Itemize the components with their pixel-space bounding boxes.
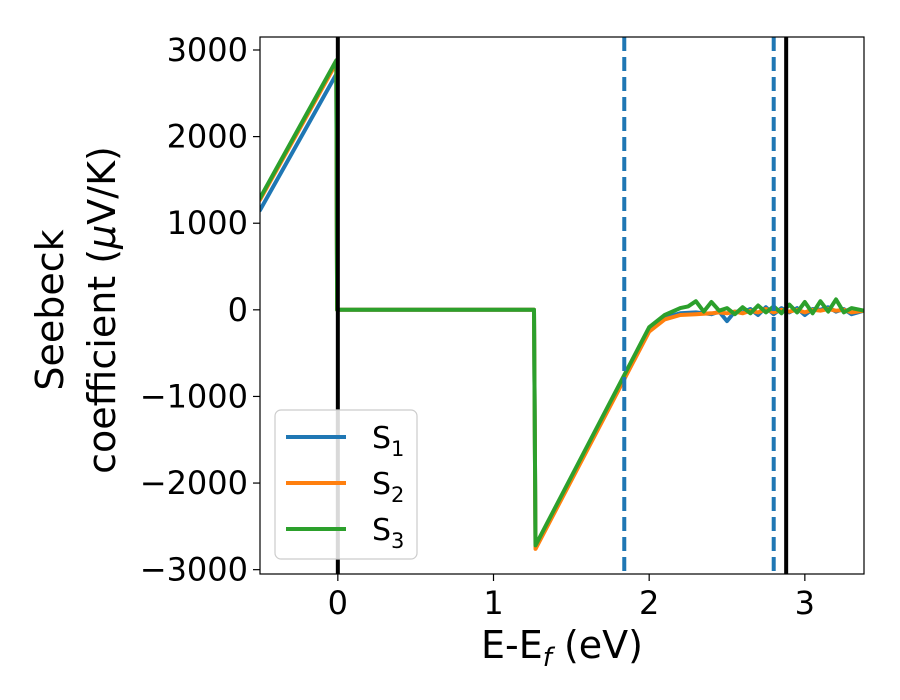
x-axis-label: E-Ef (eV) bbox=[481, 623, 643, 673]
legend-label-s2: S2 bbox=[372, 467, 404, 507]
x-tick-label: 1 bbox=[483, 584, 503, 622]
y-axis-label: Seebeck coefficient (μV/K) bbox=[28, 146, 124, 474]
x-tick-label: 3 bbox=[795, 584, 815, 622]
y-tick-label: 3000 bbox=[167, 31, 248, 69]
x-tick-label: 0 bbox=[328, 584, 348, 622]
y-axis-label-line1: Seebeck bbox=[28, 229, 72, 390]
legend: S1 S2 S3 bbox=[274, 409, 418, 560]
y-axis-label-line2: coefficient (μV/K) bbox=[80, 146, 124, 474]
y-tick-label: −2000 bbox=[140, 464, 248, 502]
x-axis-ticks: 0 1 2 3 bbox=[328, 574, 815, 622]
axes-frame bbox=[259, 36, 865, 575]
y-tick-label: 1000 bbox=[167, 204, 248, 242]
y-tick-label: 0 bbox=[228, 291, 248, 329]
y-axis-ticks: −3000 −2000 −1000 0 1000 2000 3000 bbox=[140, 31, 260, 589]
plot-area bbox=[260, 58, 864, 551]
y-tick-label: −1000 bbox=[140, 377, 248, 415]
legend-label-s1: S1 bbox=[372, 421, 404, 461]
y-tick-label: −3000 bbox=[140, 551, 248, 589]
legend-label-s3: S3 bbox=[372, 513, 404, 553]
y-tick-label: 2000 bbox=[167, 118, 248, 156]
x-tick-label: 2 bbox=[639, 584, 659, 622]
series-line-s3 bbox=[260, 58, 864, 548]
